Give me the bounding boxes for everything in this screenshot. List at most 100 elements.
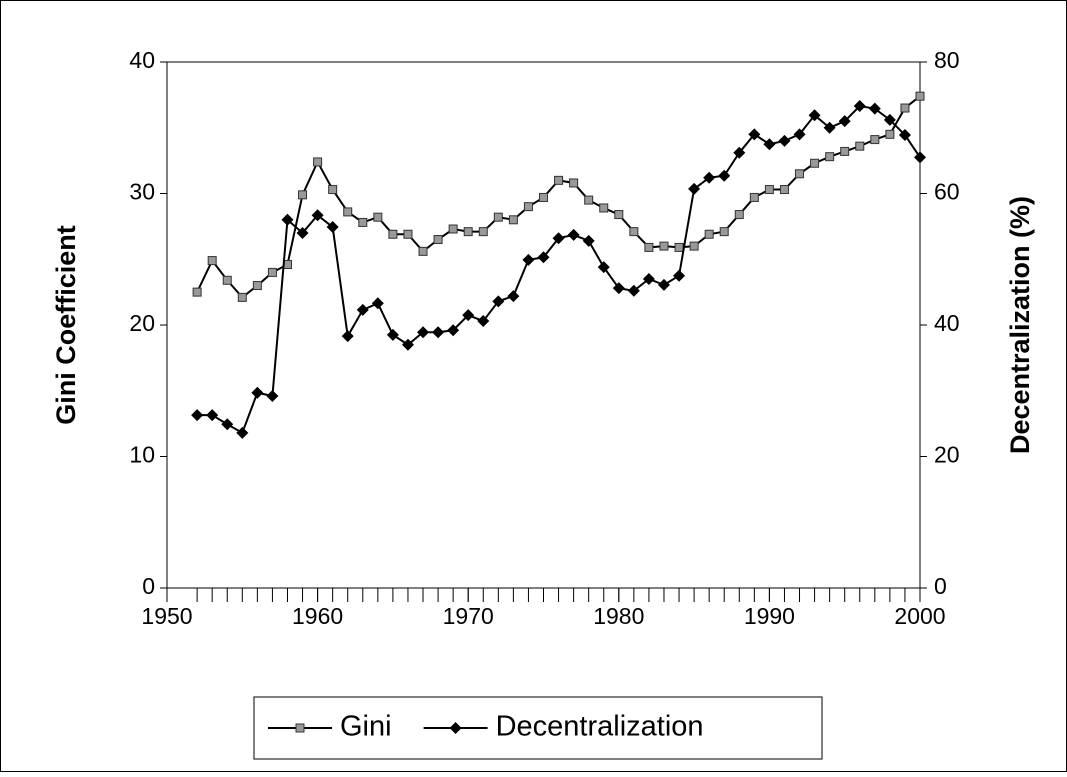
data-point <box>657 278 670 291</box>
data-point <box>597 261 610 274</box>
data-point <box>206 409 219 422</box>
data-point <box>582 234 595 247</box>
y-tick-label: 40 <box>129 47 155 73</box>
legend-marker <box>449 722 462 734</box>
data-point <box>417 326 430 339</box>
data-point <box>868 102 881 115</box>
y-tick-label: 30 <box>129 179 155 205</box>
data-point <box>388 229 398 239</box>
data-point <box>311 209 324 222</box>
data-point <box>281 213 294 226</box>
data-point <box>883 113 896 126</box>
data-point <box>885 129 895 139</box>
data-point <box>704 229 714 239</box>
data-point <box>356 303 369 316</box>
data-point <box>749 192 759 202</box>
data-point <box>401 338 414 351</box>
y2-tick-label: 60 <box>934 179 960 205</box>
data-point <box>266 390 279 403</box>
data-point <box>508 215 518 225</box>
data-point <box>629 227 639 237</box>
data-point <box>237 292 247 302</box>
data-point <box>642 272 655 285</box>
data-point <box>296 226 309 239</box>
data-point <box>795 169 805 179</box>
data-point <box>567 228 580 241</box>
data-point <box>838 115 851 128</box>
data-point <box>659 241 669 251</box>
data-point <box>207 256 217 266</box>
data-point <box>343 207 353 217</box>
x-tick-label: 2000 <box>894 603 945 629</box>
data-point <box>267 267 277 277</box>
data-point <box>569 178 579 188</box>
data-point <box>221 418 234 431</box>
data-point <box>840 146 850 156</box>
data-point <box>462 309 475 322</box>
data-point <box>764 185 774 195</box>
data-point <box>703 171 716 184</box>
data-point <box>371 297 384 310</box>
data-point <box>855 141 865 151</box>
data-point <box>719 227 729 237</box>
data-point <box>853 100 866 113</box>
data-point <box>493 212 503 222</box>
data-point <box>779 185 789 195</box>
data-point <box>778 134 791 147</box>
data-point <box>825 152 835 162</box>
data-point <box>718 169 731 182</box>
legend-label: Decentralization <box>496 711 704 743</box>
data-point <box>823 121 836 134</box>
data-point <box>522 253 535 266</box>
data-point <box>612 282 625 295</box>
data-point <box>644 242 654 252</box>
data-point <box>252 281 262 291</box>
data-point <box>900 103 910 113</box>
data-point <box>463 227 473 237</box>
data-point <box>614 210 624 220</box>
data-point <box>477 315 490 328</box>
data-point <box>898 128 911 141</box>
data-point <box>688 182 701 195</box>
data-point <box>554 175 564 185</box>
legend-box <box>253 696 823 760</box>
data-point <box>748 128 761 141</box>
y-tick-label: 0 <box>142 573 155 599</box>
y-tick-label: 10 <box>129 442 155 468</box>
x-tick-label: 1960 <box>292 603 343 629</box>
data-point <box>674 242 684 252</box>
y2-tick-label: 20 <box>934 442 960 468</box>
y2-axis-title: Decentralization (%) <box>1005 196 1035 454</box>
data-point <box>432 326 445 339</box>
data-point <box>341 330 354 343</box>
data-point <box>808 109 821 122</box>
data-point <box>763 138 776 151</box>
data-point <box>689 241 699 251</box>
data-point <box>373 212 383 222</box>
data-point <box>492 295 505 308</box>
y2-tick-label: 40 <box>934 310 960 336</box>
data-point <box>523 202 533 212</box>
data-point <box>673 269 686 282</box>
legend-label: Gini <box>340 711 392 743</box>
data-point <box>298 190 308 200</box>
data-point <box>386 328 399 341</box>
data-point <box>222 275 232 285</box>
data-point <box>599 203 609 213</box>
data-point <box>539 192 548 202</box>
data-point <box>810 158 820 168</box>
data-point <box>448 224 458 234</box>
data-point <box>358 217 368 227</box>
data-point <box>584 195 594 205</box>
x-tick-label: 1980 <box>593 603 644 629</box>
data-point <box>251 386 264 399</box>
data-point <box>326 221 339 234</box>
data-point <box>236 426 249 439</box>
data-point <box>552 232 565 245</box>
y2-tick-label: 0 <box>934 573 947 599</box>
data-point <box>627 284 640 297</box>
data-point <box>192 287 202 297</box>
data-point <box>793 128 806 141</box>
data-point <box>914 151 926 164</box>
